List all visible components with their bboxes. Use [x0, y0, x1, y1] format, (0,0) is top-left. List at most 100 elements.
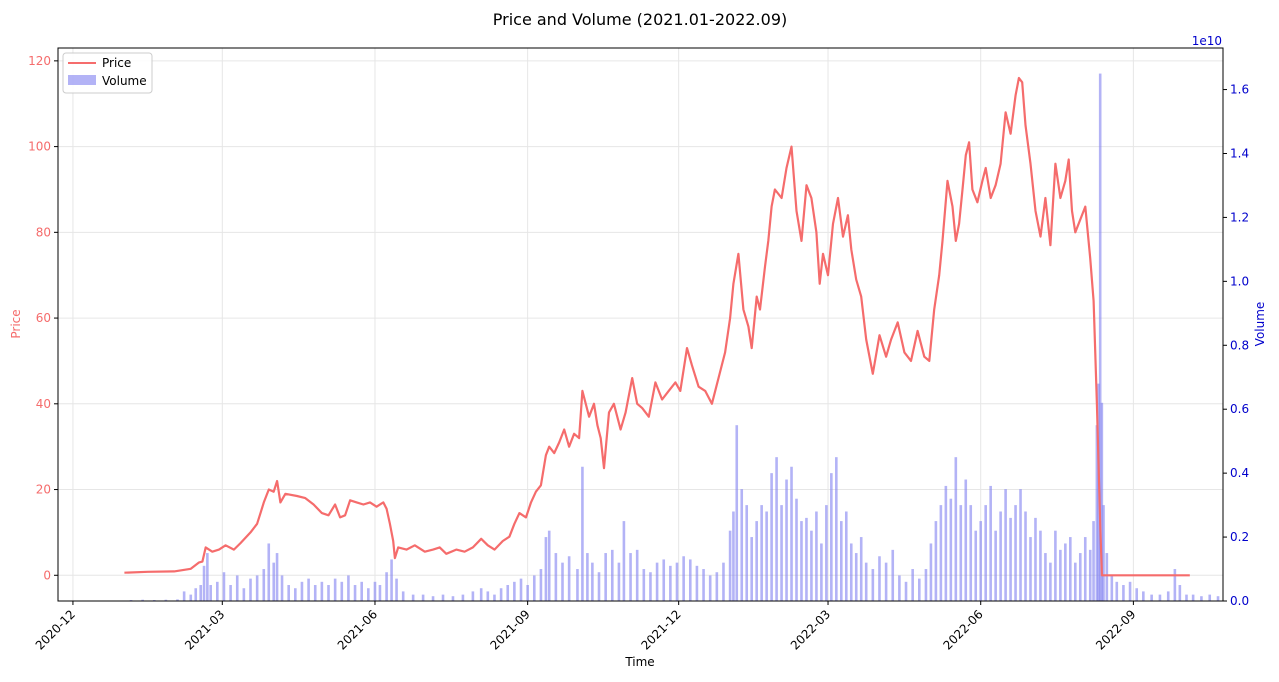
volume-bar: [222, 572, 226, 601]
volume-bar: [1034, 517, 1037, 601]
volume-bar: [1024, 511, 1027, 601]
volume-bar: [294, 588, 297, 601]
volume-bar: [1110, 575, 1114, 601]
volume-bar: [1069, 537, 1072, 601]
volume-bar: [1150, 594, 1153, 601]
volume-bar: [820, 543, 823, 601]
volume-bar: [242, 588, 246, 601]
volume-bar: [360, 581, 363, 601]
volume-bar: [617, 562, 621, 601]
volume-bar: [1208, 594, 1212, 601]
volume-bar: [891, 549, 895, 601]
volume-bar: [1173, 569, 1177, 601]
volume-bar: [785, 479, 788, 601]
volume-bar: [313, 585, 317, 601]
volume-bar: [347, 575, 350, 601]
volume-bar: [1115, 581, 1119, 601]
volume-bar: [532, 575, 536, 601]
volume-bar: [884, 562, 888, 601]
right-axis-ticks: 0.0 0.2 0.4 0.6 0.8 1.0 1.2 1.4 1.6: [1223, 83, 1249, 608]
volume-bar: [1029, 537, 1032, 601]
volume-bar: [735, 425, 739, 601]
volume-bar: [182, 591, 186, 601]
volume-bar: [649, 572, 652, 601]
volume-bar: [229, 585, 232, 601]
volume-bar: [1098, 73, 1102, 601]
volume-bar: [702, 569, 705, 601]
volume-bar: [708, 575, 712, 601]
volume-bar: [675, 562, 679, 601]
volume-bar: [859, 537, 863, 601]
volume-bar: [979, 521, 983, 601]
volume-bar: [655, 562, 659, 601]
volume-bar: [954, 457, 958, 601]
volume-bar: [1105, 553, 1109, 601]
chart-title: Price and Volume (2021.01-2022.09): [493, 10, 787, 29]
volume-bar: [642, 569, 646, 601]
volume-bar: [722, 562, 725, 601]
volume-bar: [176, 599, 179, 601]
volume-bar: [567, 556, 571, 601]
left-tick-label: 0: [43, 568, 51, 582]
volume-bar: [267, 543, 271, 601]
volume-bar: [411, 594, 415, 601]
volume-bar: [854, 553, 858, 601]
volume-bar: [934, 521, 938, 601]
right-tick-label: 1.6: [1230, 83, 1249, 97]
volume-bar: [262, 569, 266, 601]
volume-bar: [431, 596, 435, 601]
volume-bar: [353, 585, 357, 601]
volume-bar: [513, 581, 516, 601]
volume-bar: [765, 511, 768, 601]
volume-bar: [1200, 596, 1203, 601]
volume-bar: [1039, 530, 1042, 601]
volume-bar: [1088, 549, 1092, 601]
volume-bar: [604, 553, 607, 601]
right-tick-label: 1.0: [1230, 274, 1249, 288]
volume-bar: [1044, 553, 1047, 601]
volume-bar: [1095, 425, 1099, 601]
volume-bar: [715, 572, 719, 601]
volume-bar: [745, 505, 749, 601]
volume-bar: [795, 498, 798, 601]
volume-bar: [255, 575, 259, 601]
left-axis-label: Price: [9, 309, 23, 338]
volume-bar: [810, 530, 813, 601]
legend-price-label: Price: [102, 56, 131, 70]
volume-bar: [421, 594, 425, 601]
volume-bar: [1191, 594, 1195, 601]
volume-bar: [401, 591, 405, 601]
volume-bar: [526, 585, 529, 601]
volume-bar: [1122, 585, 1125, 601]
volume-bar: [1074, 562, 1077, 601]
volume-bar: [815, 511, 818, 601]
volume-bar: [844, 511, 848, 601]
volume-bar: [1004, 489, 1007, 601]
volume-bar: [486, 591, 490, 601]
volume-bar: [373, 581, 377, 601]
volume-bar: [964, 479, 968, 601]
volume-bar: [929, 543, 933, 601]
volume-bar: [493, 594, 496, 601]
volume-bar: [506, 585, 510, 601]
volume-bar: [825, 505, 828, 601]
volume-bar: [805, 517, 808, 601]
volume-bar: [635, 549, 639, 601]
volume-bar: [830, 473, 833, 601]
volume-bar: [249, 578, 252, 601]
volume-bar: [275, 553, 279, 601]
volume-bar: [911, 569, 914, 601]
volume-bar: [561, 562, 564, 601]
volume-bar: [395, 578, 398, 601]
grid-lines: [58, 48, 1223, 601]
volume-bar: [959, 505, 963, 601]
volume-bar: [904, 581, 908, 601]
volume-bar: [898, 575, 901, 601]
volume-bar: [780, 505, 783, 601]
volume-bar: [216, 581, 219, 601]
volume-bar: [740, 489, 744, 601]
volume-bar: [199, 585, 203, 601]
volume-bar: [695, 565, 699, 601]
